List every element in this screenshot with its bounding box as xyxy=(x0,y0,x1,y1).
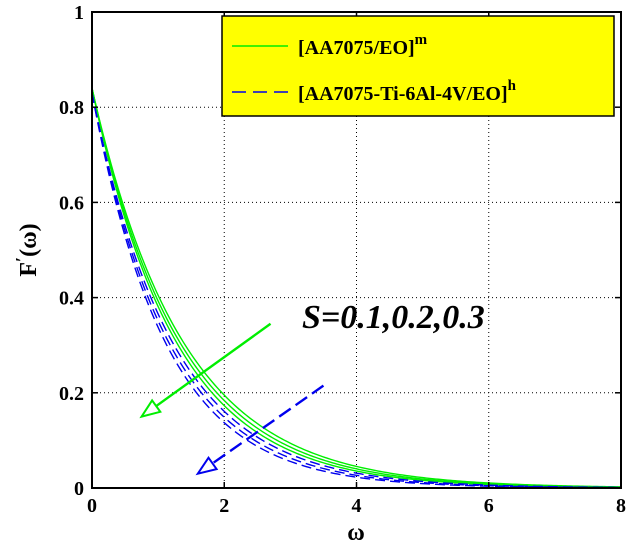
parameter-annotation: S=0.1,0.2,0.3 xyxy=(302,299,485,336)
arrow-1-shaft xyxy=(155,322,272,408)
y-tick-label: 0.2 xyxy=(59,383,84,405)
x-axis-label: ω xyxy=(347,520,365,546)
grid-lines xyxy=(92,12,621,488)
arrow-2-head xyxy=(195,455,219,476)
y-axis-label-main: F xyxy=(16,262,42,277)
series-1-curve-3 xyxy=(92,88,621,488)
arrow-2-shaft xyxy=(211,384,325,465)
axis-ticks: 0 2 4 6 8 0 0.2 0.4 0.6 0.8 1 xyxy=(59,2,626,517)
y-tick-label: 0 xyxy=(74,478,84,500)
legend-entry-series-1: [AA7075/EO]m xyxy=(298,32,428,59)
legend-entry-series-2: [AA7075-Ti-6Al-4V/EO]h xyxy=(298,78,517,105)
legend: [AA7075/EO]m [AA7075-Ti-6Al-4V/EO]h xyxy=(221,15,615,117)
x-tick-label: 2 xyxy=(219,495,229,517)
x-tick-label: 8 xyxy=(616,495,626,517)
x-tick-label: 4 xyxy=(352,495,362,517)
y-tick-label: 0.6 xyxy=(59,192,84,214)
y-tick-label: 0.8 xyxy=(59,97,84,119)
y-axis-label-arg: (ω) xyxy=(16,223,42,257)
y-axis-label: F′(ω) xyxy=(12,223,42,276)
arrows-group xyxy=(139,322,325,476)
arrow-1-head xyxy=(139,398,162,419)
legend-box xyxy=(221,15,615,117)
y-axis-label-prime: ′ xyxy=(12,257,32,262)
y-tick-label: 0.4 xyxy=(59,288,84,310)
svg-text:F′(ω): F′(ω) xyxy=(12,223,42,276)
series-2-curve-1 xyxy=(92,92,621,488)
x-tick-label: 6 xyxy=(484,495,494,517)
x-tick-label: 0 xyxy=(87,495,97,517)
y-tick-label: 1 xyxy=(74,2,84,24)
